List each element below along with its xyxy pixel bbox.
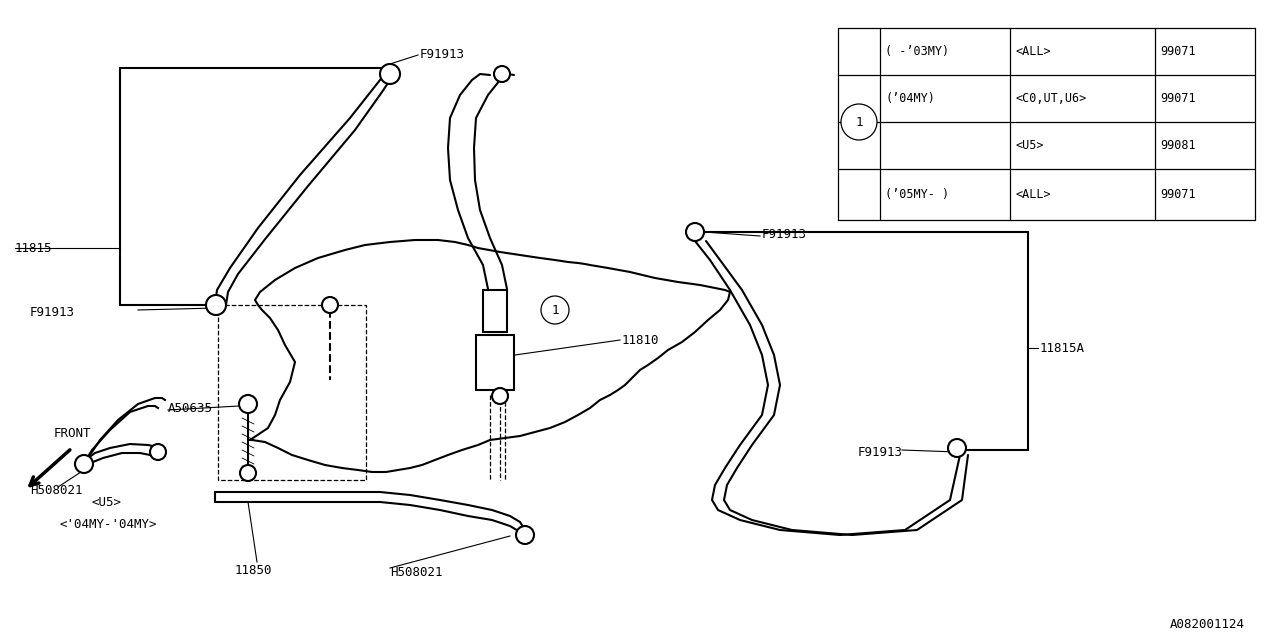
Text: 1: 1 — [855, 115, 863, 129]
Text: 99071: 99071 — [1160, 188, 1196, 201]
Bar — [218, 305, 366, 480]
Text: A50635: A50635 — [168, 401, 212, 415]
Text: <U5>: <U5> — [1015, 139, 1043, 152]
Circle shape — [492, 388, 508, 404]
Text: 99071: 99071 — [1160, 92, 1196, 105]
Circle shape — [686, 223, 704, 241]
Text: (’05MY- ): (’05MY- ) — [884, 188, 950, 201]
Circle shape — [541, 296, 570, 324]
Text: <U5>: <U5> — [92, 495, 122, 509]
Circle shape — [516, 526, 534, 544]
Text: <ALL>: <ALL> — [1015, 45, 1051, 58]
Circle shape — [841, 104, 877, 140]
Text: A082001124: A082001124 — [1170, 618, 1245, 632]
Circle shape — [948, 439, 966, 457]
Circle shape — [494, 66, 509, 82]
Text: <'04MY-'04MY>: <'04MY-'04MY> — [60, 518, 157, 531]
Circle shape — [206, 295, 227, 315]
Text: <C0,UT,U6>: <C0,UT,U6> — [1015, 92, 1087, 105]
Text: F91913: F91913 — [420, 49, 465, 61]
Circle shape — [323, 297, 338, 313]
Text: F91913: F91913 — [29, 305, 76, 319]
Text: F91913: F91913 — [858, 445, 902, 458]
Circle shape — [380, 64, 399, 84]
Text: 11850: 11850 — [236, 563, 273, 577]
Text: H508021: H508021 — [29, 483, 82, 497]
FancyBboxPatch shape — [483, 290, 507, 332]
Circle shape — [76, 455, 93, 473]
Text: 99071: 99071 — [1160, 45, 1196, 58]
Circle shape — [239, 395, 257, 413]
Text: 11815A: 11815A — [1039, 342, 1085, 355]
Circle shape — [241, 465, 256, 481]
Text: (’04MY): (’04MY) — [884, 92, 934, 105]
Text: 1: 1 — [552, 303, 559, 317]
Text: 99081: 99081 — [1160, 139, 1196, 152]
Text: F91913: F91913 — [762, 227, 806, 241]
Text: 11810: 11810 — [622, 333, 659, 346]
Text: ( -’03MY): ( -’03MY) — [884, 45, 950, 58]
Circle shape — [150, 444, 166, 460]
FancyBboxPatch shape — [476, 335, 515, 390]
Text: FRONT: FRONT — [54, 427, 91, 440]
Text: H508021: H508021 — [390, 566, 443, 579]
Text: 11815: 11815 — [15, 241, 52, 255]
Text: <ALL>: <ALL> — [1015, 188, 1051, 201]
